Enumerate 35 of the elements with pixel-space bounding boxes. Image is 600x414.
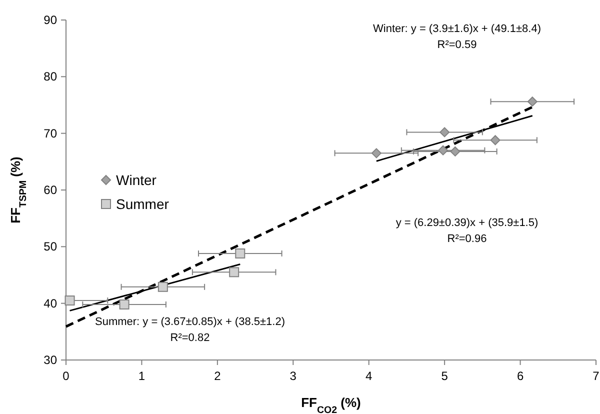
point	[235, 248, 246, 258]
y-tick-label: 80	[44, 70, 58, 84]
annotation: Winter: y = (3.9±1.6)x + (49.1±8.4)	[373, 23, 541, 35]
x-tick-label: 0	[62, 369, 70, 383]
point	[450, 146, 460, 156]
legend-label: Summer	[116, 196, 170, 212]
point	[527, 96, 538, 107]
point	[229, 267, 240, 278]
point	[371, 148, 382, 158]
annotation: Summer: y = (3.67±0.85)x + (38.5±1.2)	[95, 316, 285, 328]
point	[490, 135, 500, 146]
x-tick-label: 6	[516, 369, 524, 383]
point	[64, 296, 75, 306]
annotation: R²=0.82	[170, 332, 210, 344]
y-tick-label: 50	[44, 240, 58, 254]
point	[438, 145, 448, 156]
annotation: R²=0.96	[447, 233, 487, 245]
x-tick-label: 5	[441, 369, 448, 383]
annotation: R²=0.59	[437, 39, 477, 51]
legend-label: Winter	[116, 172, 157, 188]
point	[440, 127, 450, 138]
x-tick-label: 2	[214, 369, 222, 383]
point	[158, 282, 168, 292]
y-tick-label: 70	[44, 126, 58, 140]
x-axis-title: FF$_{CO2}$ (%)	[301, 395, 361, 414]
y-tick-label: 90	[44, 13, 58, 27]
x-tick-label: 3	[290, 369, 297, 383]
point	[119, 299, 130, 310]
y-tick-label: 40	[44, 296, 58, 310]
y-tick-label: 30	[44, 353, 58, 367]
x-tick-label: 7	[592, 369, 600, 383]
x-tick-label: 4	[366, 369, 373, 383]
x-tick-label: 1	[138, 369, 146, 383]
annotation: y = (6.29±0.39)x + (35.9±1.5)	[396, 217, 538, 229]
y-tick-label: 60	[44, 183, 58, 197]
